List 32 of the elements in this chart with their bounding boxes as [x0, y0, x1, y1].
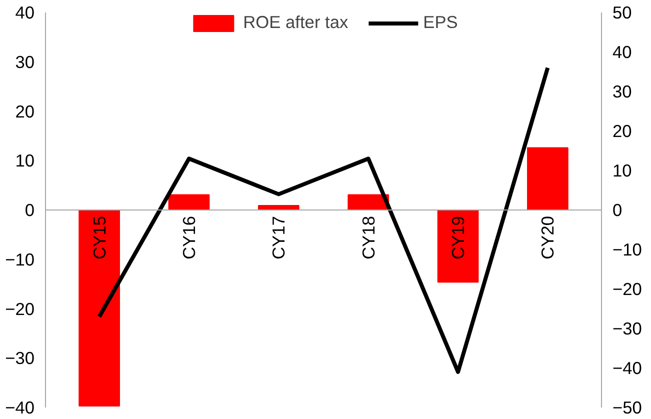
y2-tick-label: 10 [612, 160, 632, 180]
bar [437, 210, 479, 283]
y2-tick-label: −40 [612, 358, 642, 378]
y-tick-label: 20 [15, 101, 35, 122]
y2-tick-label: −50 [612, 398, 642, 418]
y-tick-label: 0 [24, 200, 35, 220]
x-tick-label: CY17 [268, 216, 289, 260]
x-tick-label: CY15 [89, 216, 110, 260]
x-tick-label: CY16 [178, 216, 199, 260]
y2-tick-label: 20 [612, 121, 632, 141]
y2-tick-label: −10 [612, 240, 642, 260]
y-tick-label: −10 [5, 249, 35, 270]
y2-tick-label: 0 [612, 200, 622, 220]
bar [78, 210, 120, 407]
bar [527, 147, 568, 210]
y-tick-label: −30 [5, 348, 35, 368]
x-tick-label: CY19 [448, 216, 468, 260]
legend-label: ROE after tax [243, 12, 348, 33]
y-tick-label: 10 [15, 150, 35, 171]
y2-tick-label: −30 [612, 318, 642, 338]
bar [168, 194, 210, 210]
y-tick-label: −20 [5, 298, 35, 319]
y-tick-label: −40 [5, 398, 35, 418]
y2-tick-label: 50 [612, 2, 632, 22]
legend-label: EPS [423, 12, 458, 33]
y2-tick-label: −20 [612, 279, 642, 299]
x-tick-label: CY18 [358, 216, 378, 260]
y2-tick-label: 30 [612, 82, 632, 102]
y2-tick-label: 40 [612, 42, 632, 62]
x-tick-label: CY20 [538, 216, 558, 260]
y-tick-label: 40 [15, 2, 35, 22]
y-tick-label: 30 [15, 52, 35, 72]
